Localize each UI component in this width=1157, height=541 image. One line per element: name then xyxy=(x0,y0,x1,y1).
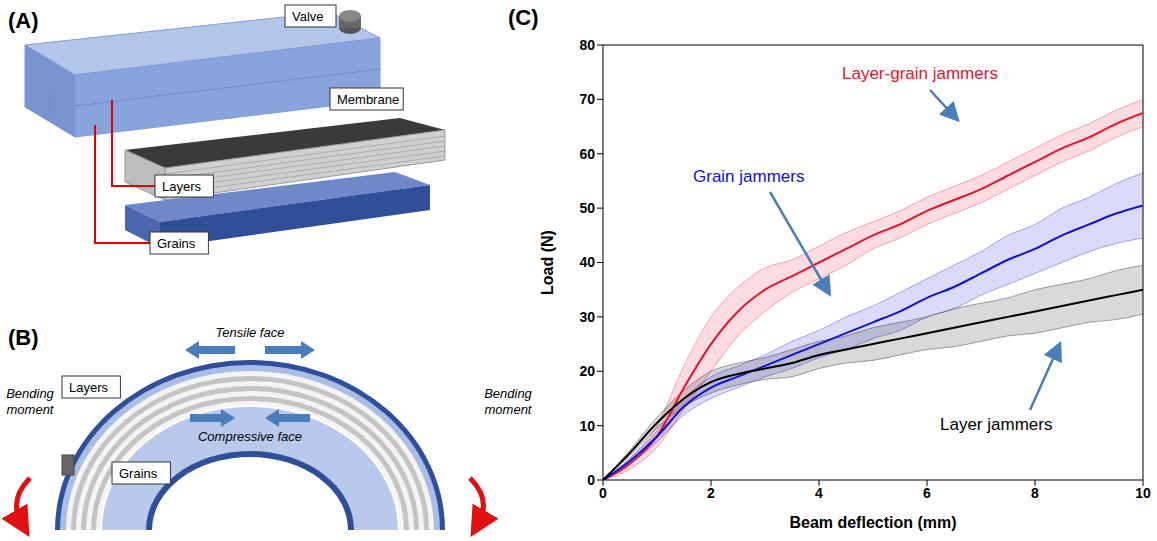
html-text:(C): (C) xyxy=(508,5,539,30)
html-text:Bending moment: Bending moment xyxy=(484,386,532,417)
svg-text:Grains: Grains xyxy=(157,236,196,251)
svg-text:Load (N): Load (N) xyxy=(540,230,556,295)
svg-text:Beam deflection (mm): Beam deflection (mm) xyxy=(789,514,956,531)
svg-text:20: 20 xyxy=(579,363,595,379)
html-text:Layer jammers: Layer jammers xyxy=(940,415,1053,434)
svg-text:Grains: Grains xyxy=(119,466,158,481)
svg-text:Tensile face: Tensile face xyxy=(216,325,285,340)
svg-text:50: 50 xyxy=(579,200,595,216)
svg-text:70: 70 xyxy=(579,91,595,107)
svg-text:2: 2 xyxy=(707,485,715,501)
svg-text:60: 60 xyxy=(579,146,595,162)
svg-text:0: 0 xyxy=(587,472,595,488)
html-text:Layer-grain jammers: Layer-grain jammers xyxy=(842,64,998,83)
html-text:Bending moment: Bending moment xyxy=(6,386,54,417)
svg-text:80: 80 xyxy=(579,37,595,53)
svg-text:4: 4 xyxy=(815,485,823,501)
svg-text:10: 10 xyxy=(1135,485,1151,501)
svg-text:10: 10 xyxy=(579,418,595,434)
svg-text:Compressive face: Compressive face xyxy=(198,429,302,444)
svg-text:Layers: Layers xyxy=(162,179,202,194)
svg-text:8: 8 xyxy=(1031,485,1039,501)
html-text:Grain jammers: Grain jammers xyxy=(693,167,805,186)
svg-text:Valve: Valve xyxy=(292,9,324,24)
svg-text:0: 0 xyxy=(599,485,607,501)
svg-text:(B): (B) xyxy=(8,325,39,350)
svg-text:40: 40 xyxy=(579,254,595,270)
svg-text:(A): (A) xyxy=(8,8,39,33)
svg-text:Layers: Layers xyxy=(69,380,109,395)
svg-text:6: 6 xyxy=(923,485,931,501)
svg-text:30: 30 xyxy=(579,309,595,325)
svg-text:Membrane: Membrane xyxy=(337,92,399,107)
